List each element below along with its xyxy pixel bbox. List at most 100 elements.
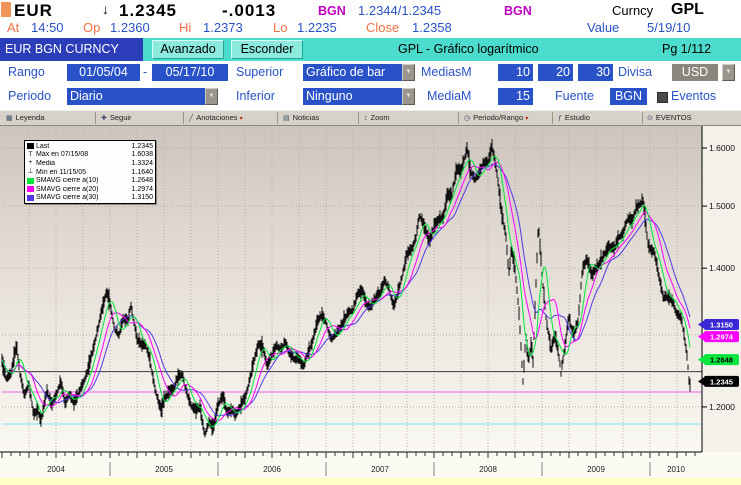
range-start-field[interactable]: 01/05/04 <box>67 64 140 81</box>
toolbar-separator <box>95 112 96 124</box>
y-axis-label: 1.2000 <box>709 402 735 412</box>
price-tag <box>704 375 739 387</box>
advanced-button[interactable]: Avanzado <box>152 40 224 59</box>
hide-button[interactable]: Esconder <box>231 40 303 59</box>
mediam-field[interactable]: 15 <box>498 88 533 105</box>
axes: 2004 2005 2006 2007 2008 2009 2010 1.6000 1.5000… <box>0 126 735 476</box>
security-button[interactable]: EUR BGN CURNCY <box>0 38 143 61</box>
year-label: 2005 <box>155 465 173 474</box>
close-label: Close <box>366 20 400 35</box>
smavg-10-line <box>1 155 691 428</box>
svg-text:1.2648: 1.2648 <box>710 356 733 365</box>
annotation-lines <box>2 371 702 425</box>
legend-marker-3: ⊥ <box>27 168 34 176</box>
toolbar-estudio[interactable]: ƒ Estudio <box>558 113 590 122</box>
legend-marker-1: T <box>28 150 33 158</box>
toolbar-zoom[interactable]: ↕ Zoom <box>364 113 390 122</box>
toolbar-separator <box>458 112 459 124</box>
legend-marker-5 <box>27 186 34 193</box>
year-label: 2007 <box>371 465 389 474</box>
legend-row: SMAVG cierre a(30) 1.3150 <box>27 194 153 203</box>
price-tag <box>704 319 739 331</box>
fuente-field[interactable]: BGN <box>610 88 647 105</box>
superior-select[interactable]: Gráfico de bar <box>303 64 402 81</box>
toolbar-separator <box>642 112 643 124</box>
periodo-select[interactable]: Diario <box>67 88 205 105</box>
high-value: 1.2373 <box>203 20 243 35</box>
year-label: 2008 <box>479 465 497 474</box>
toolbar-noticias[interactable]: ▤ Noticias <box>283 113 320 122</box>
y-axis-label: 1.6000 <box>709 143 735 153</box>
mediam-label: MediaM <box>427 89 472 103</box>
range-end-field[interactable]: 05/17/10 <box>152 64 228 81</box>
svg-text:1.3150: 1.3150 <box>710 321 733 330</box>
at-label: At <box>7 20 20 35</box>
ticker: EUR <box>14 1 53 20</box>
y-axis-label: 1.4000 <box>709 263 735 273</box>
pricing-source-b: BGN <box>504 4 532 18</box>
bottom-strip <box>0 478 741 485</box>
page-indicator: Pg 1/112 <box>662 42 712 56</box>
legend-row: + Media 1.3324 <box>28 159 153 167</box>
down-arrow-icon: ↓ <box>102 1 109 17</box>
toolbar-separator <box>552 112 553 124</box>
chart-legend: Last 1.2345 T Máx en 07/15/08 1.6038 + Media… <box>24 140 156 205</box>
toolbar-seguir[interactable]: ✚ Seguir <box>101 113 132 122</box>
svg-text:1.2345: 1.2345 <box>710 377 733 386</box>
news-icon: ▤ <box>283 115 290 122</box>
mediasm-label: MediasM <box>421 65 472 79</box>
fuente-label: Fuente <box>555 89 594 103</box>
superior-label: Superior <box>236 65 284 79</box>
legend-icon: ▦ <box>6 115 13 122</box>
periodo-dropdown-icon[interactable]: ▼ <box>205 88 218 105</box>
legend-row: SMAVG cierre a(20) 1.2974 <box>27 185 153 194</box>
eventos-checkbox[interactable] <box>657 92 668 103</box>
smavg-20-line <box>1 161 691 422</box>
year-label: 2010 <box>667 465 685 474</box>
dropdown-arrow-icon[interactable]: ▾ <box>239 116 243 122</box>
divisa-select[interactable]: USD <box>672 64 718 81</box>
periodo-label: Periodo <box>8 89 52 103</box>
smavg-30-line <box>1 163 691 417</box>
superior-dropdown-icon[interactable]: ▼ <box>402 64 415 81</box>
year-label: 2009 <box>587 465 605 474</box>
legend-row: SMAVG cierre a(10) 1.2648 <box>27 176 153 185</box>
inferior-dropdown-icon[interactable]: ▼ <box>402 88 415 105</box>
legend-marker-0 <box>27 143 34 150</box>
price-tag <box>704 354 739 366</box>
legend-marker-4 <box>27 177 34 184</box>
high-label: Hi <box>179 20 192 35</box>
toolbar-periodo-rango[interactable]: ◷ Periodo/Rango ▾ <box>464 113 529 122</box>
toolbar-separator <box>358 112 359 124</box>
value-date: 5/19/10 <box>647 20 691 35</box>
clock-icon: ◷ <box>464 115 471 122</box>
toolbar-anotaciones[interactable]: ╱ Anotaciones ▾ <box>189 113 243 122</box>
title-bar: EUR BGN CURNCY Avanzado Esconder GPL - G… <box>0 38 741 61</box>
eventos-label: Eventos <box>671 89 717 103</box>
function-code: GPL <box>671 1 704 18</box>
toolbar-leyenda[interactable]: ▦ Leyenda <box>6 113 45 122</box>
toolbar-eventos[interactable]: ⊙ EVENTOS <box>647 113 692 122</box>
low-label: Lo <box>273 20 288 35</box>
inferior-select[interactable]: Ninguno <box>303 88 402 105</box>
mediasm-field-3[interactable]: 30 <box>578 64 613 81</box>
toolbar-separator <box>277 112 278 124</box>
divisa-label: Divisa <box>618 65 653 79</box>
bid-ask: 1.2344/1.2345 <box>358 3 442 18</box>
pricing-source-a: BGN <box>318 4 346 18</box>
mediasm-field-2[interactable]: 20 <box>538 64 573 81</box>
chart-toolbar: ▦ Leyenda ✚ Seguir ╱ Anotaciones ▾ ▤ Noticia… <box>0 110 741 126</box>
y-axis-label: 1.5000 <box>709 201 735 211</box>
plus-icon: ✚ <box>101 115 107 122</box>
pencil-icon: ╱ <box>189 115 194 122</box>
dropdown-arrow-icon[interactable]: ▾ <box>525 116 529 122</box>
price-change: -.0013 <box>222 1 277 20</box>
screen-title: GPL - Gráfico logarítmico <box>398 42 539 56</box>
cursor-block <box>1 2 11 17</box>
divisa-dropdown-icon[interactable]: ▼ <box>722 64 735 81</box>
axis-gutter <box>702 126 741 452</box>
toolbar-separator <box>183 112 184 124</box>
mediasm-field-1[interactable]: 10 <box>498 64 533 81</box>
